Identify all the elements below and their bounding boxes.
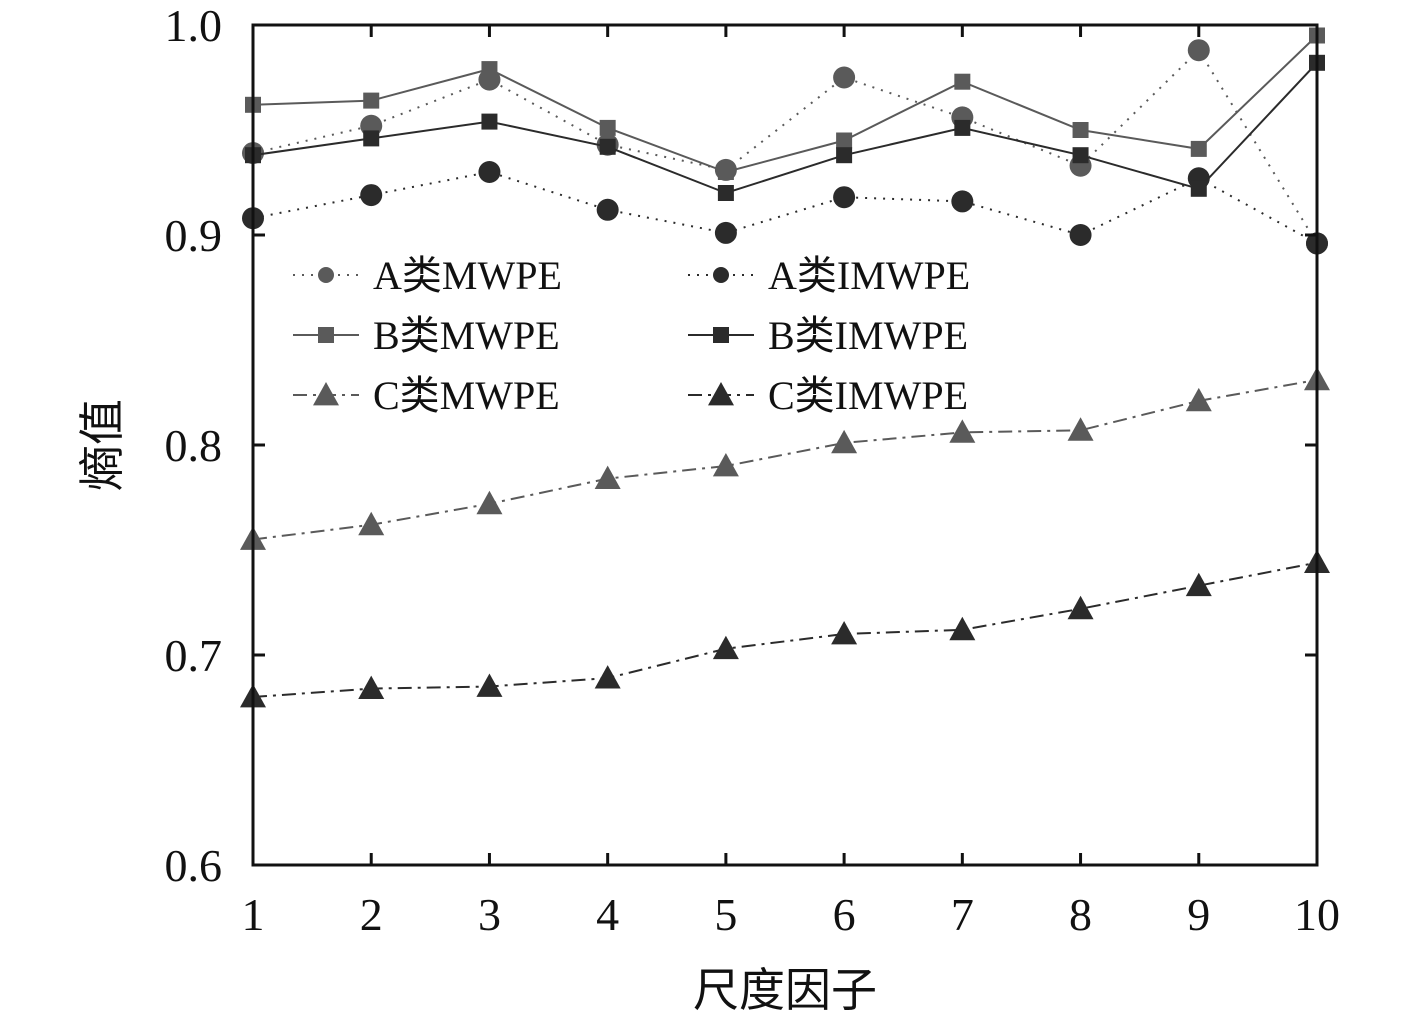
series-3 xyxy=(245,27,1325,180)
series-5-point-4 xyxy=(594,465,621,489)
series-3-point-5 xyxy=(717,164,734,180)
series-5-point-3 xyxy=(476,490,503,515)
legend-item-5: C类MWPE xyxy=(293,373,560,418)
series-6-point-2 xyxy=(358,675,385,699)
y-tick-label-0.6: 0.6 xyxy=(165,840,223,891)
series-2-point-5 xyxy=(714,221,737,244)
legend-label-1: A类MWPE xyxy=(373,253,562,298)
series-6-point-8 xyxy=(1067,595,1094,620)
series-3-line xyxy=(252,34,1318,174)
series-6-point-6 xyxy=(831,621,858,645)
legend-marker-5 xyxy=(313,382,339,406)
x-tick-label-6: 6 xyxy=(833,889,856,940)
legend: A类MWPE A类IMWPE B类MWPE B类IMWPE C类MWPE C类IMWPE xyxy=(293,253,970,418)
legend-marker-6 xyxy=(708,382,734,406)
y-tick-label-0.7: 0.7 xyxy=(165,630,223,681)
legend-label-6: C类IMWPE xyxy=(768,373,968,418)
series-4-point-6 xyxy=(836,147,853,164)
x-axis-title: 尺度因子 xyxy=(693,965,877,1016)
series-4-point-9 xyxy=(1190,180,1207,197)
y-tick-label-0.9: 0.9 xyxy=(165,210,223,261)
x-tick-label-8: 8 xyxy=(1069,889,1092,940)
series-6-point-7 xyxy=(949,616,976,641)
legend-marker-3 xyxy=(318,327,334,343)
legend-item-2: A类IMWPE xyxy=(688,253,970,298)
axis-ticks: 1 2 3 4 5 6 7 8 9 10 0.6 0.7 0.8 0.9 1.0 xyxy=(165,0,1341,940)
plot-area xyxy=(240,27,1330,708)
legend-marker-4 xyxy=(713,327,729,343)
series-4-point-4 xyxy=(599,138,616,155)
series-6-point-3 xyxy=(476,673,503,697)
legend-label-2: A类IMWPE xyxy=(768,253,970,298)
series-4 xyxy=(245,54,1325,201)
legend-item-4: B类IMWPE xyxy=(688,313,968,358)
series-3-point-9 xyxy=(1190,140,1207,157)
series-2-point-6 xyxy=(833,186,856,209)
x-tick-label-1: 1 xyxy=(242,889,265,940)
plot-frame xyxy=(251,23,1319,867)
legend-marker-2 xyxy=(713,267,729,283)
legend-marker-1 xyxy=(318,267,334,283)
series-6 xyxy=(240,549,1330,708)
series-3-point-6 xyxy=(836,132,853,149)
series-5-line xyxy=(252,378,1318,541)
series-6-point-5 xyxy=(712,635,739,660)
y-tick-label-0.8: 0.8 xyxy=(165,420,223,471)
series-2-point-2 xyxy=(360,184,383,207)
x-tick-label-2: 2 xyxy=(360,889,383,940)
series-4-point-3 xyxy=(481,113,498,130)
series-1-point-6 xyxy=(833,66,856,89)
series-2-point-4 xyxy=(596,198,619,221)
y-axis-title: 熵值 xyxy=(77,399,128,491)
series-4-point-8 xyxy=(1072,147,1089,164)
x-tick-label-4: 4 xyxy=(596,889,619,940)
series-1 xyxy=(242,39,1328,255)
series-6-point-9 xyxy=(1185,572,1212,597)
series-6-line xyxy=(252,561,1318,698)
series-2-point-3 xyxy=(478,161,501,183)
x-tick-label-3: 3 xyxy=(478,889,501,940)
series-5-point-9 xyxy=(1185,387,1212,412)
legend-label-5: C类MWPE xyxy=(373,373,560,418)
series-4-point-2 xyxy=(363,130,380,147)
legend-label-3: B类MWPE xyxy=(373,313,560,358)
series-2-point-7 xyxy=(951,190,974,213)
series-1-point-9 xyxy=(1187,39,1210,62)
series-5-point-8 xyxy=(1067,417,1094,441)
series-1-line xyxy=(252,48,1318,244)
series-4-line xyxy=(252,62,1318,195)
series-5-point-2 xyxy=(358,511,385,536)
x-tick-label-5: 5 xyxy=(714,889,737,940)
series-3-point-3 xyxy=(481,61,498,78)
series-4-point-5 xyxy=(717,185,734,201)
legend-item-1: A类MWPE xyxy=(293,253,562,298)
series-5-point-7 xyxy=(949,419,976,443)
legend-item-3: B类MWPE xyxy=(293,313,560,358)
series-3-point-8 xyxy=(1072,122,1089,138)
series-3-point-7 xyxy=(954,73,971,90)
series-5 xyxy=(240,366,1330,550)
series-4-point-7 xyxy=(954,119,971,136)
series-2-line xyxy=(252,170,1318,245)
x-tick-label-10: 10 xyxy=(1294,889,1340,940)
y-tick-label-1.0: 1.0 xyxy=(165,0,223,51)
series-3-point-4 xyxy=(599,119,616,136)
series-5-point-5 xyxy=(712,453,739,477)
series-5-point-6 xyxy=(831,429,858,454)
series-6-point-4 xyxy=(594,665,621,689)
legend-label-4: B类IMWPE xyxy=(768,313,968,358)
legend-item-6: C类IMWPE xyxy=(688,373,968,418)
x-tick-label-7: 7 xyxy=(951,889,974,940)
series-2-point-8 xyxy=(1069,224,1092,246)
x-tick-label-9: 9 xyxy=(1187,889,1210,940)
series-3-point-2 xyxy=(363,92,380,109)
